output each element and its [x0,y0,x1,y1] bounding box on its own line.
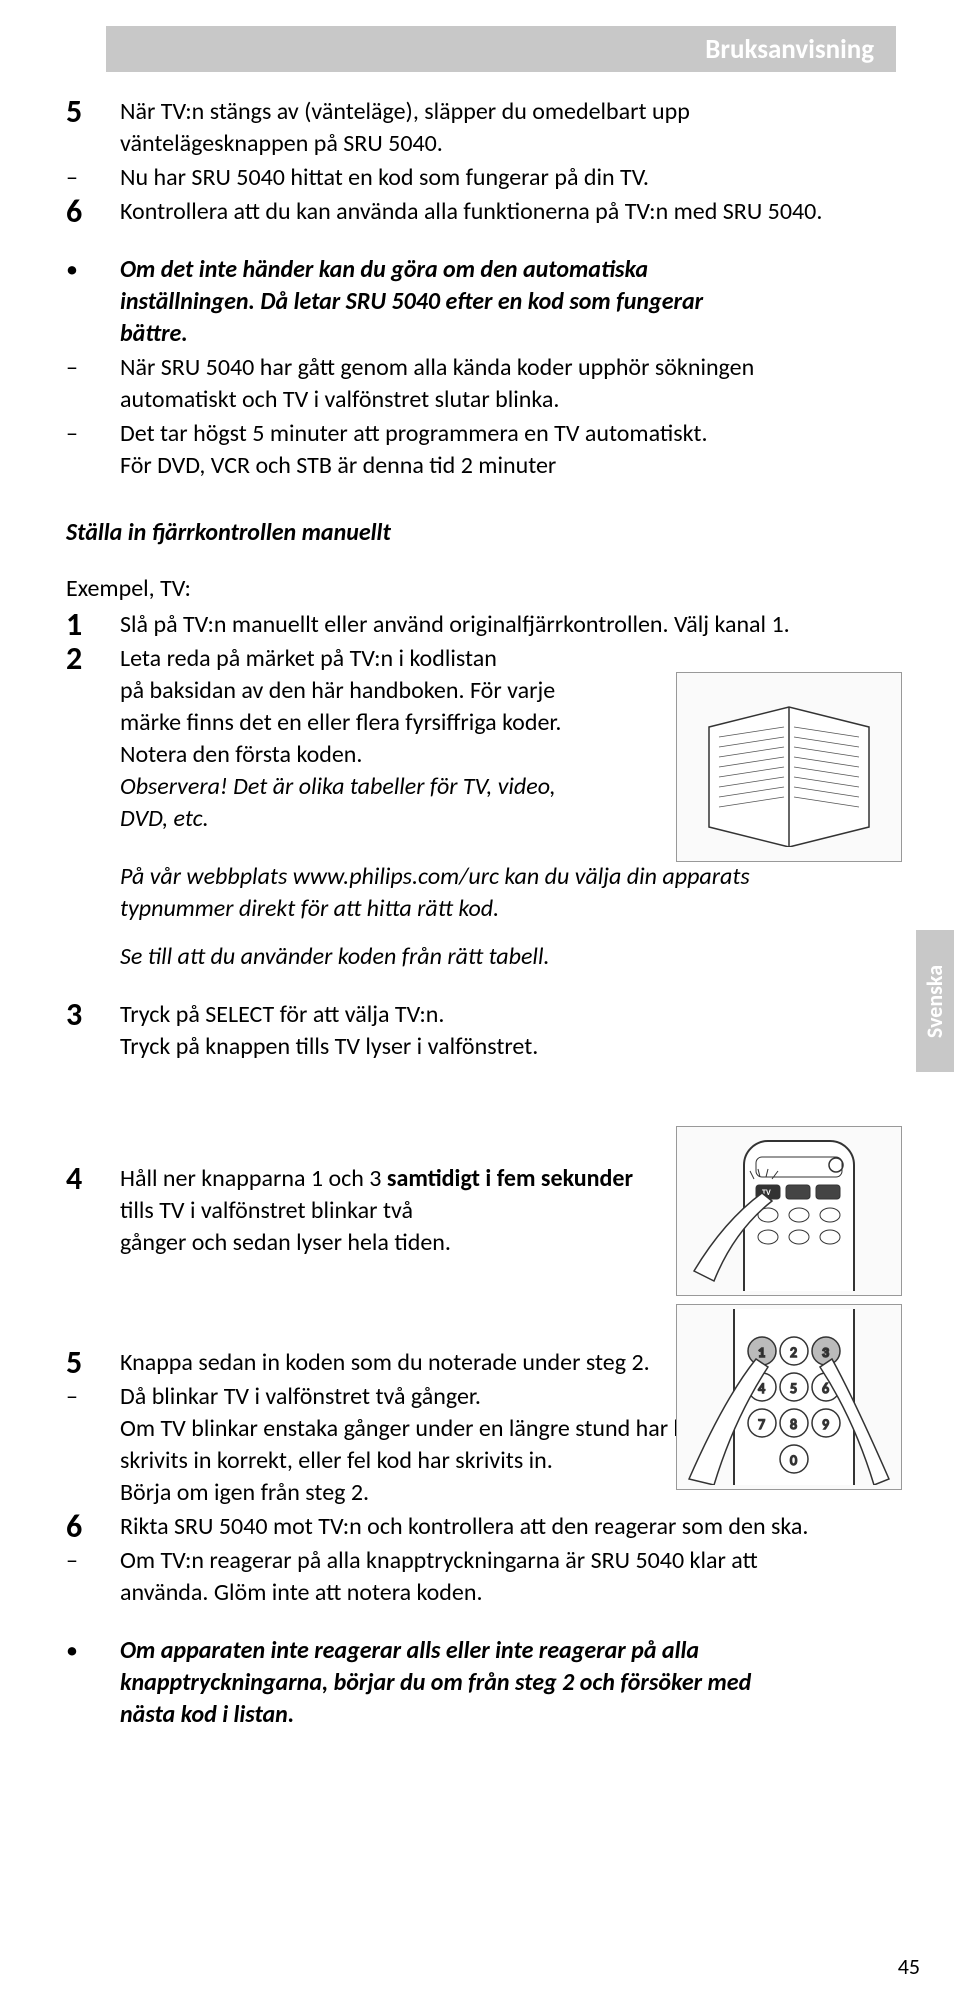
text: väntelägesknappen på SRU 5040. [120,129,443,158]
svg-text:2: 2 [790,1344,797,1361]
step-marker-6b: 6 [66,1511,120,1543]
text: När SRU 5040 har gått genom alla kända k… [120,353,754,382]
text: gånger och sedan lyser hela tiden. [120,1228,451,1257]
main-content: 5 När TV:n stängs av (vänteläge), släppe… [66,96,896,1733]
section-heading: Ställa in fjärrkontrollen manuellt [66,518,896,547]
text: Om apparaten inte reagerar alls eller in… [120,1636,699,1665]
text: Börja om igen från steg 2. [120,1478,369,1507]
step-marker-5: 5 [66,96,120,160]
step-marker-3: 3 [66,999,120,1063]
text: använda. Glöm inte att notera koden. [120,1578,483,1607]
text: Om det inte händer kan du göra om den au… [120,255,648,284]
dash-marker: – [66,1545,120,1609]
dash-marker: – [66,162,120,194]
step-marker-6: 6 [66,196,120,228]
step-marker-1: 1 [66,609,120,641]
table-note: Se till att du använder koden från rätt … [120,941,896,973]
text: Observera! Det är olika tabeller för TV,… [120,772,556,801]
page-number: 45 [898,1953,920,1980]
dash-text: Om TV:n reagerar på alla knapptryckninga… [120,1545,896,1609]
step5-text: När TV:n stängs av (vänteläge), släpper … [120,96,896,160]
svg-text:9: 9 [822,1416,829,1433]
text: märke finns det en eller flera fyrsiffri… [120,708,561,737]
text: på baksidan av den här handboken. För va… [120,676,555,705]
text: samtidigt i fem sekunder [387,1164,633,1193]
text: Tryck på knappen tills TV lyser i valfön… [120,1032,538,1061]
text: På vår webbplats www.philips.com/urc kan… [120,862,750,891]
svg-text:1: 1 [758,1344,765,1361]
bullet-marker: • [66,1635,120,1731]
text: För DVD, VCR och STB är denna tid 2 minu… [120,451,556,480]
text: knapptryckningarna, börjar du om från st… [120,1668,751,1697]
text: bättre. [120,319,188,348]
remote-select-illustration: TV [676,1126,902,1296]
header-title: Bruksanvisning [705,33,874,66]
step3-text: Tryck på SELECT för att välja TV:n. Tryc… [120,999,896,1063]
spacer [66,941,120,973]
dash-text: Nu har SRU 5040 hittat en kod som funger… [120,162,896,194]
dash-marker: – [66,418,120,482]
text: DVD, etc. [120,804,209,833]
remote-keys-illustration: 1 2 3 4 5 6 7 8 9 0 [676,1304,902,1490]
dash-text: Det tar högst 5 minuter att programmera … [120,418,896,482]
text: skrivits in korrekt, eller fel kod har s… [120,1446,553,1475]
step1-text: Slå på TV:n manuellt eller använd origin… [120,609,896,641]
text: automatiskt och TV i valfönstret slutar … [120,385,559,414]
svg-text:5: 5 [790,1380,797,1397]
svg-text:3: 3 [822,1344,829,1361]
bullet-text: Om det inte händer kan du göra om den au… [120,254,896,350]
text: typnummer direkt för att hitta rätt kod. [120,894,499,923]
text: inställningen. Då letar SRU 5040 efter e… [120,287,703,316]
text: När TV:n stängs av (vänteläge), släpper … [120,97,690,126]
final-bullet: Om apparaten inte reagerar alls eller in… [120,1635,896,1731]
step6-text: Kontrollera att du kan använda alla funk… [120,196,896,228]
text: tills TV i valfönstret blinkar två [120,1196,413,1225]
step-marker-5b: 5 [66,1347,120,1379]
example-label: Exempel, TV: [66,573,896,605]
web-text: På vår webbplats www.philips.com/urc kan… [120,861,896,925]
spacer [66,861,120,925]
text: Då blinkar TV i valfönstret två gånger. [120,1382,481,1411]
text: Om TV:n reagerar på alla knapptryckninga… [120,1546,758,1575]
text: nästa kod i listan. [120,1700,294,1729]
dash-marker: – [66,1381,120,1509]
text: Håll ner knapparna 1 och 3 [120,1164,387,1193]
header-bar: Bruksanvisning [106,26,896,72]
svg-text:8: 8 [790,1416,797,1433]
step-marker-2: 2 [66,643,120,835]
text: Det tar högst 5 minuter att programmera … [120,419,708,448]
language-tab: Svenska [916,930,954,1072]
step-marker-4: 4 [66,1163,120,1259]
codebook-illustration [676,672,902,862]
bullet-marker: • [66,254,120,350]
svg-text:0: 0 [790,1452,797,1469]
step6b-text: Rikta SRU 5040 mot TV:n och kontrollera … [120,1511,896,1543]
dash-text: När SRU 5040 har gått genom alla kända k… [120,352,896,416]
text: Notera den första koden. [120,740,362,769]
text: Leta reda på märket på TV:n i kodlistan [120,644,497,673]
svg-text:6: 6 [822,1380,829,1397]
dash-marker: – [66,352,120,416]
language-tab-text: Svenska [922,964,949,1037]
text: Tryck på SELECT för att välja TV:n. [120,1000,444,1029]
svg-text:7: 7 [758,1416,765,1433]
